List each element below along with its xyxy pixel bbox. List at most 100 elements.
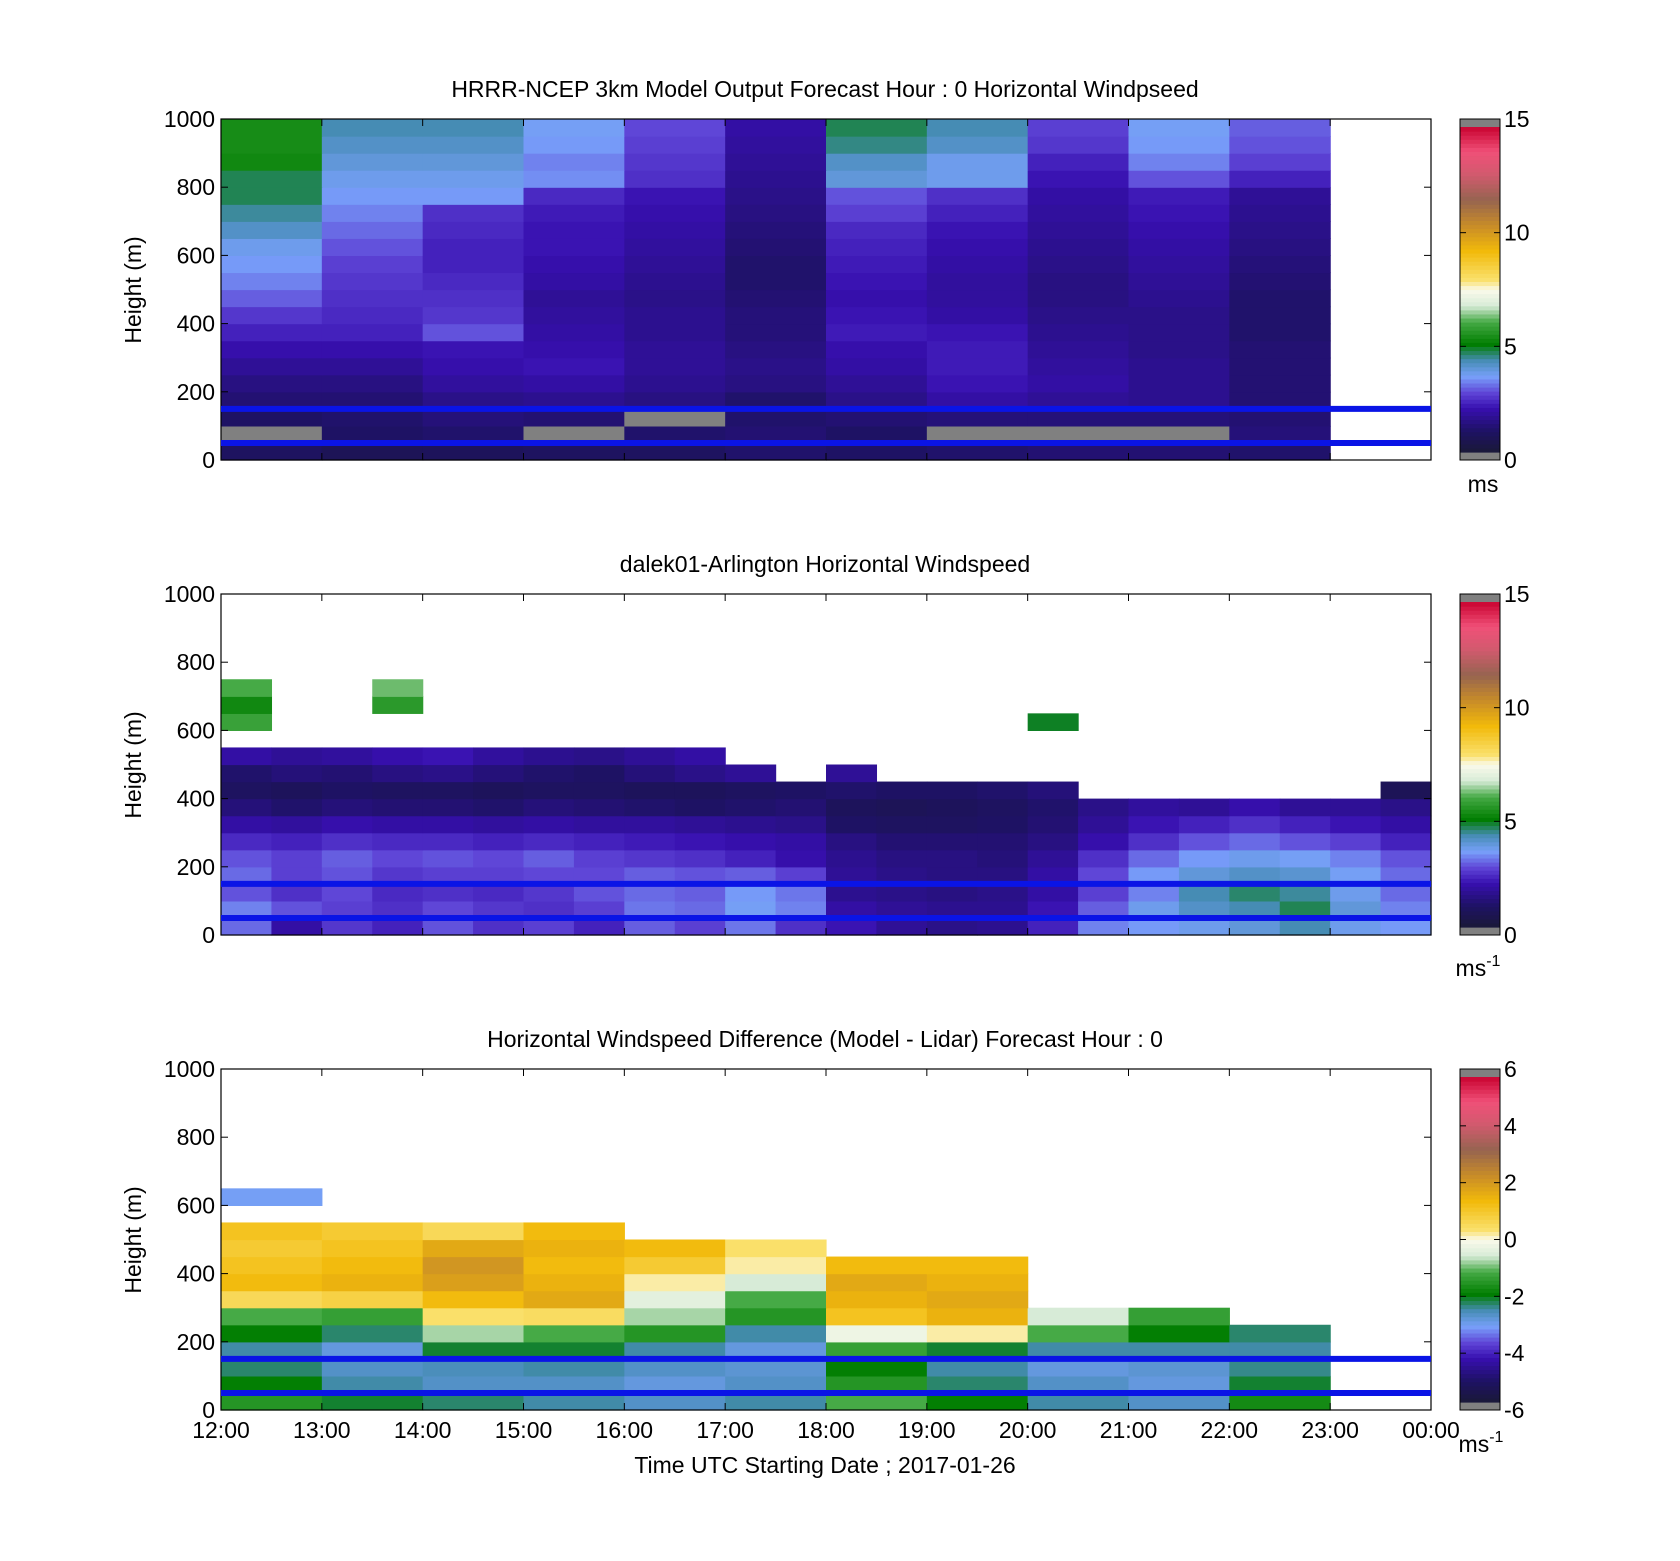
heatmap-cell xyxy=(422,1239,525,1258)
heatmap-cell xyxy=(523,866,575,885)
heatmap-cell xyxy=(1027,883,1079,902)
heatmap-cell xyxy=(624,1324,726,1343)
heatmap-cell xyxy=(523,764,575,783)
heatmap-cell xyxy=(422,1256,525,1275)
heatmap-cell xyxy=(1128,917,1180,936)
heatmap-cell xyxy=(1027,323,1130,342)
heatmap-cell xyxy=(372,866,424,885)
colorbar-step xyxy=(1460,374,1500,380)
colorbar-step xyxy=(1460,1089,1500,1094)
colorbar-step xyxy=(1460,1085,1500,1090)
heatmap-cell xyxy=(826,221,928,239)
colorbar-step xyxy=(1460,1357,1500,1362)
colorbar-step xyxy=(1460,151,1500,157)
colorbar-step xyxy=(1460,780,1500,786)
heatmap-cell xyxy=(321,119,424,137)
heatmap-cell xyxy=(725,170,827,188)
heatmap-cell xyxy=(674,866,726,885)
heatmap-cell xyxy=(725,306,827,325)
colorbar-step xyxy=(1460,143,1500,148)
colorbar-step xyxy=(1460,906,1500,912)
colorbar-step xyxy=(1460,1272,1500,1277)
heatmap-cell xyxy=(321,425,424,444)
y-tick-label: 800 xyxy=(177,649,215,675)
colorbar-step xyxy=(1460,711,1500,717)
x-tick-label: 15:00 xyxy=(495,1417,553,1443)
heatmap-cell xyxy=(422,747,474,766)
heatmap-cell xyxy=(221,1307,323,1326)
colorbar-step xyxy=(1460,784,1500,790)
heatmap-cell xyxy=(624,781,676,800)
colorbar-step xyxy=(1460,683,1500,688)
heatmap-cell xyxy=(1078,900,1130,919)
heatmap-cell xyxy=(725,1307,827,1326)
heatmap-cell xyxy=(624,1392,726,1411)
heatmap-cell xyxy=(624,442,726,461)
colorbar-step xyxy=(1460,1397,1500,1403)
x-tick-label: 22:00 xyxy=(1201,1417,1259,1443)
heatmap-cell xyxy=(1027,1324,1130,1343)
colorbar-step xyxy=(1460,395,1500,400)
heatmap-cell xyxy=(926,238,1029,256)
heatmap-cell xyxy=(876,883,928,902)
heatmap-cell xyxy=(826,408,928,427)
heatmap-cell xyxy=(624,832,676,851)
heatmap-cell xyxy=(926,917,978,936)
heatmap-cell xyxy=(1027,340,1130,359)
colorbar-ticks: 0 5 10 15 xyxy=(1460,581,1530,948)
colorbar-step xyxy=(1460,1337,1500,1342)
heatmap-cell xyxy=(1229,1324,1331,1343)
heatmap-cell xyxy=(1279,900,1331,919)
colorbar-step xyxy=(1460,1215,1500,1220)
colorbar-tick-label: 4 xyxy=(1504,1113,1517,1139)
heatmap-cell xyxy=(1128,900,1180,919)
heatmap-cell xyxy=(321,900,373,919)
heatmap-cell xyxy=(1330,832,1382,851)
colorbar-step xyxy=(1460,1353,1500,1358)
heatmap-cell xyxy=(1229,391,1331,410)
heatmap-cell xyxy=(422,153,525,171)
heatmap-cell xyxy=(826,204,928,222)
heatmap-cell xyxy=(271,747,323,766)
colorbar-step xyxy=(1460,403,1500,408)
colorbar-unit: ms-1 xyxy=(1459,1429,1504,1457)
heatmap-cell xyxy=(523,119,625,137)
colorbar-step xyxy=(1460,654,1500,660)
heatmap-cell xyxy=(826,917,878,936)
colorbar-under-cap xyxy=(1460,1402,1500,1410)
heatmap-cell xyxy=(926,289,1029,308)
heatmap-cell xyxy=(1178,798,1230,817)
y-axis-ticks: 0 200 400 600 800 1000 xyxy=(164,106,1431,473)
heatmap-cell xyxy=(473,849,525,868)
heatmap-cell xyxy=(1027,713,1079,731)
heatmap-cell xyxy=(321,323,424,342)
colorbar-step xyxy=(1460,857,1500,863)
colorbar-step xyxy=(1460,1280,1500,1285)
y-tick-label: 400 xyxy=(177,1261,215,1287)
x-tick-label: 13:00 xyxy=(293,1417,351,1443)
colorbar-step xyxy=(1460,317,1500,323)
heatmap-cell xyxy=(624,883,676,902)
heatmap-cell xyxy=(624,238,726,256)
heatmap-cell xyxy=(624,187,726,205)
heatmap-cell xyxy=(1330,866,1382,885)
colorbar-step xyxy=(1460,411,1500,417)
heatmap-cell xyxy=(422,289,525,308)
y-tick-label: 1000 xyxy=(164,1056,215,1082)
colorbar-step xyxy=(1460,187,1500,193)
colorbar-step xyxy=(1460,914,1500,920)
colorbar-step xyxy=(1460,1227,1500,1232)
colorbar-step xyxy=(1460,200,1500,205)
heatmap-cell xyxy=(725,119,827,137)
colorbar-unit-exponent: -1 xyxy=(1489,1429,1503,1446)
heatmap-cell xyxy=(926,272,1029,291)
heatmap-cell xyxy=(926,781,978,800)
heatmap-cell xyxy=(926,408,1029,427)
heatmap-cell xyxy=(271,781,323,800)
colorbar-step xyxy=(1460,419,1500,425)
heatmap-cell xyxy=(926,1307,1029,1326)
y-tick-label: 800 xyxy=(177,174,215,200)
colorbar-step xyxy=(1460,1324,1500,1330)
heatmap-cell xyxy=(725,832,777,851)
heatmap-cell xyxy=(926,1290,1029,1309)
